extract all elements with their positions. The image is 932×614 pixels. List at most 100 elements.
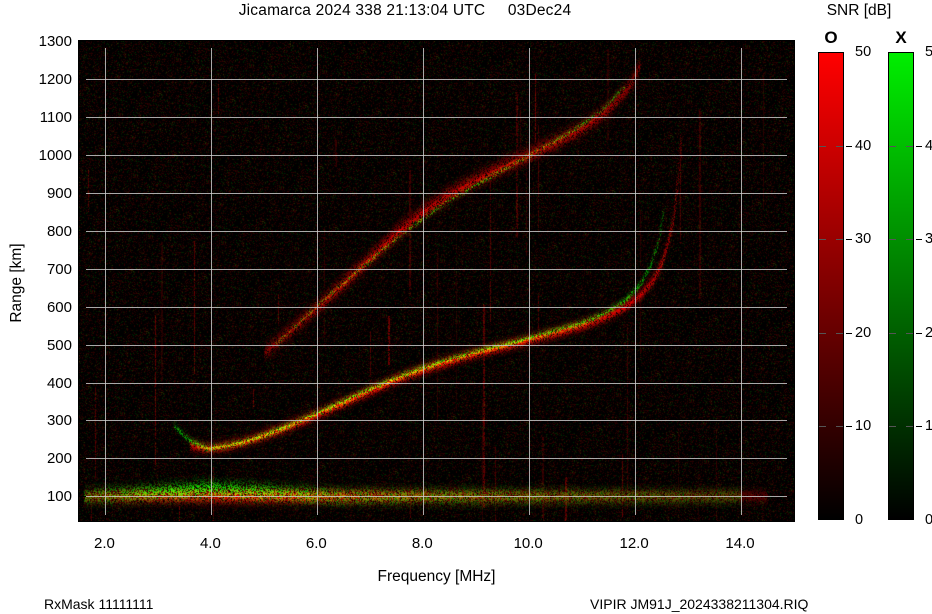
axis-tick [787,382,794,384]
axis-tick [79,486,83,488]
axis-tick [290,518,292,522]
colorbar-tick [846,332,852,334]
axis-tick [264,41,266,45]
colorbar-tick [846,426,852,428]
colorbar-o-ticks: 0 10 20 30 40 50 [812,40,872,540]
gridline-horizontal [79,496,794,498]
axis-tick [330,518,332,522]
colorbar-tick-label: 30 [925,231,932,248]
axis-tick [790,88,794,90]
axis-tick [648,518,650,522]
colorbar-tick-label: 50 [855,44,872,60]
axis-tick [790,297,794,299]
axis-tick [79,69,83,71]
axis-tick [701,518,703,522]
axis-tick [211,515,213,522]
colorbar-x-mode-label: X [895,28,907,47]
axis-tick [277,41,279,45]
axis-tick [145,41,147,45]
y-axis-title: Range [km] [8,243,25,323]
axis-tick [582,41,584,45]
axis-tick [790,50,794,52]
axis-tick [674,41,676,45]
axis-tick [184,518,186,522]
axis-tick [780,41,782,45]
axis-tick [787,306,794,308]
axis-tick [790,486,794,488]
y-axis-tick-labels: 100 200 300 400 500 600 700 800 900 1000 1100 1200 1… [0,0,72,614]
axis-tick [343,41,345,45]
colorbar-tick [846,239,852,241]
axis-tick [661,518,663,522]
axis-tick [131,518,133,522]
axis-tick [79,41,80,45]
gridline-horizontal [79,78,794,80]
axis-tick [787,154,794,156]
y-tick-label: 400 [46,374,72,392]
axis-tick [79,97,83,99]
axis-tick [79,467,83,469]
gridline-horizontal [79,268,794,270]
gridline-horizontal [79,382,794,384]
y-axis-ticks-right [787,40,795,522]
axis-tick [462,518,464,522]
axis-tick [79,154,86,156]
ionogram-plot[interactable] [78,40,795,522]
axis-tick [568,518,570,522]
gridline-vertical [211,41,213,521]
axis-tick [158,41,160,45]
axis-tick [661,41,663,45]
axis-tick [79,88,83,90]
axis-tick [383,518,385,522]
axis-tick [224,41,226,45]
axis-tick [635,515,637,522]
axis-tick [754,518,756,522]
axis-tick [118,518,120,522]
colorbar-o-mode-label: O [824,28,838,47]
colorbar-tick-label: 10 [925,418,932,435]
colorbar-tick [836,426,843,428]
y-tick-label: 1200 [38,70,72,88]
axis-tick [79,259,83,261]
axis-tick [767,518,769,522]
gridline-vertical [105,41,107,521]
axis-tick [79,429,83,431]
axis-tick [79,230,86,232]
axis-tick [79,192,86,194]
gridline-horizontal [79,154,794,156]
y-tick-label: 200 [46,450,72,468]
axis-tick [79,278,83,280]
y-axis-ticks-left [78,40,86,522]
axis-tick [224,518,226,522]
axis-tick [621,41,623,45]
axis-tick [79,410,83,412]
axis-tick [79,515,83,517]
axis-tick [251,41,253,45]
axis-tick [727,518,729,522]
colorbar-tick-label: 40 [855,137,872,154]
gridline-horizontal [79,230,794,232]
gridline-horizontal [79,344,794,346]
y-tick-label: 1000 [38,146,72,164]
axis-tick [410,518,412,522]
axis-tick [79,164,83,166]
axis-tick [790,373,794,375]
axis-tick [790,249,794,251]
colorbar-tick [846,145,852,147]
axis-tick [79,287,83,289]
y-tick-label: 900 [46,184,72,202]
axis-tick [780,518,782,522]
axis-tick [790,363,794,365]
axis-tick [515,518,517,522]
axis-tick [790,126,794,128]
axis-tick [436,41,438,45]
gridline-horizontal [79,192,794,194]
axis-tick [794,41,795,45]
axis-tick [515,41,517,45]
axis-tick [105,41,107,48]
axis-tick [79,344,86,346]
rxmask-label: RxMask 11111111 [44,596,154,612]
axis-tick [184,41,186,45]
x-tick-label: 8.0 [411,535,433,552]
colorbar-tick-label: 40 [925,137,932,154]
